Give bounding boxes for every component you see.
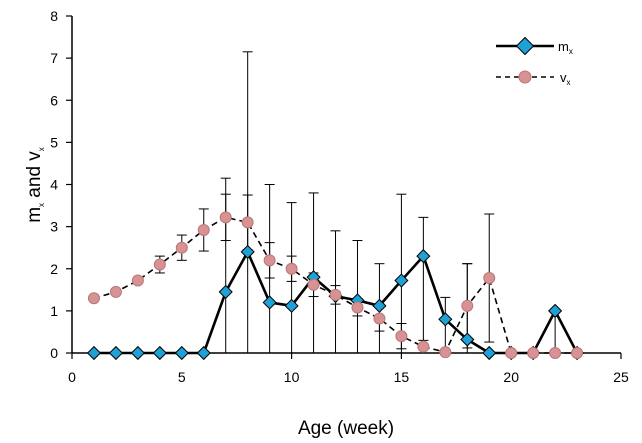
- legend: mx vx: [496, 36, 573, 87]
- x-tick-label: 15: [394, 369, 410, 385]
- data-point-m: [218, 284, 233, 299]
- data-point-m: [460, 332, 475, 347]
- data-point-m: [262, 295, 277, 310]
- y-tick-label: 0: [50, 345, 58, 361]
- x-tick-label: 0: [68, 369, 76, 385]
- data-point-v: [285, 262, 298, 275]
- legend-marker-diamond: [515, 36, 535, 56]
- axes: 0 1 2 3 4 5 6 7 8 0 5 10 15 20 25: [50, 8, 629, 385]
- legend-marker-circle: [518, 70, 532, 84]
- data-point-v: [439, 346, 452, 359]
- y-tick-label: 3: [50, 219, 58, 235]
- data-point-m: [482, 345, 497, 361]
- legend-item-m: mx: [496, 36, 573, 56]
- data-point-v: [87, 292, 100, 305]
- data-point-m: [152, 345, 167, 361]
- x-tick-label: 5: [178, 369, 186, 385]
- data-point-v: [307, 278, 320, 291]
- y-tick-label: 2: [50, 261, 58, 277]
- x-axis-title: Age (week): [298, 418, 394, 439]
- data-point-v: [417, 340, 430, 353]
- y-tick-label: 1: [50, 303, 58, 319]
- data-point-v: [219, 211, 232, 224]
- x-tick-label: 20: [503, 369, 519, 385]
- svg-text:vx: vx: [560, 70, 571, 87]
- y-tick-label: 7: [50, 50, 58, 66]
- data-point-m: [416, 249, 431, 264]
- y-tick-label: 5: [50, 134, 58, 150]
- legend-item-v: vx: [496, 70, 571, 87]
- data-point-v: [351, 301, 364, 314]
- data-point-m: [372, 298, 387, 313]
- data-point-v: [373, 312, 386, 325]
- svg-text:mx: mx: [558, 39, 573, 56]
- series-line-v: [93, 216, 578, 354]
- data-point-v: [505, 347, 518, 359]
- legend-label-m-sub: x: [569, 47, 573, 56]
- data-point-v: [175, 241, 188, 254]
- data-point-m: [108, 345, 123, 361]
- data-point-v: [263, 254, 276, 267]
- data-point-v: [395, 330, 408, 343]
- data-point-v: [153, 258, 166, 271]
- data-point-m: [394, 273, 409, 288]
- y-tick-label: 8: [50, 8, 58, 24]
- data-point-v: [461, 299, 474, 312]
- data-point-v: [527, 347, 540, 359]
- data-point-m: [284, 298, 299, 313]
- data-point-v: [197, 223, 210, 236]
- y-axis-title: mx and vx: [24, 147, 46, 223]
- data-point-m: [130, 345, 145, 361]
- data-point-m: [548, 303, 563, 318]
- x-tick-label: 25: [613, 369, 629, 385]
- legend-label-v-sub: x: [567, 78, 571, 87]
- y-tick-label: 4: [50, 177, 58, 193]
- data-point-v: [571, 347, 584, 359]
- data-point-m: [240, 244, 255, 259]
- legend-label-m: m: [558, 39, 569, 54]
- data-point-v: [329, 288, 342, 301]
- data-point-v: [241, 216, 254, 229]
- data-point-m: [196, 345, 211, 361]
- data-point-m: [86, 345, 102, 361]
- data-point-v: [549, 347, 562, 359]
- legend-label-v: v: [560, 70, 567, 85]
- error-bars: [88, 51, 561, 353]
- series-markers: [86, 211, 585, 361]
- data-point-m: [438, 312, 453, 327]
- y-tick-label: 6: [50, 92, 58, 108]
- x-tick-label: 10: [284, 369, 300, 385]
- data-point-v: [131, 274, 144, 287]
- data-point-m: [174, 345, 189, 361]
- data-point-v: [109, 285, 122, 298]
- data-point-v: [483, 272, 496, 285]
